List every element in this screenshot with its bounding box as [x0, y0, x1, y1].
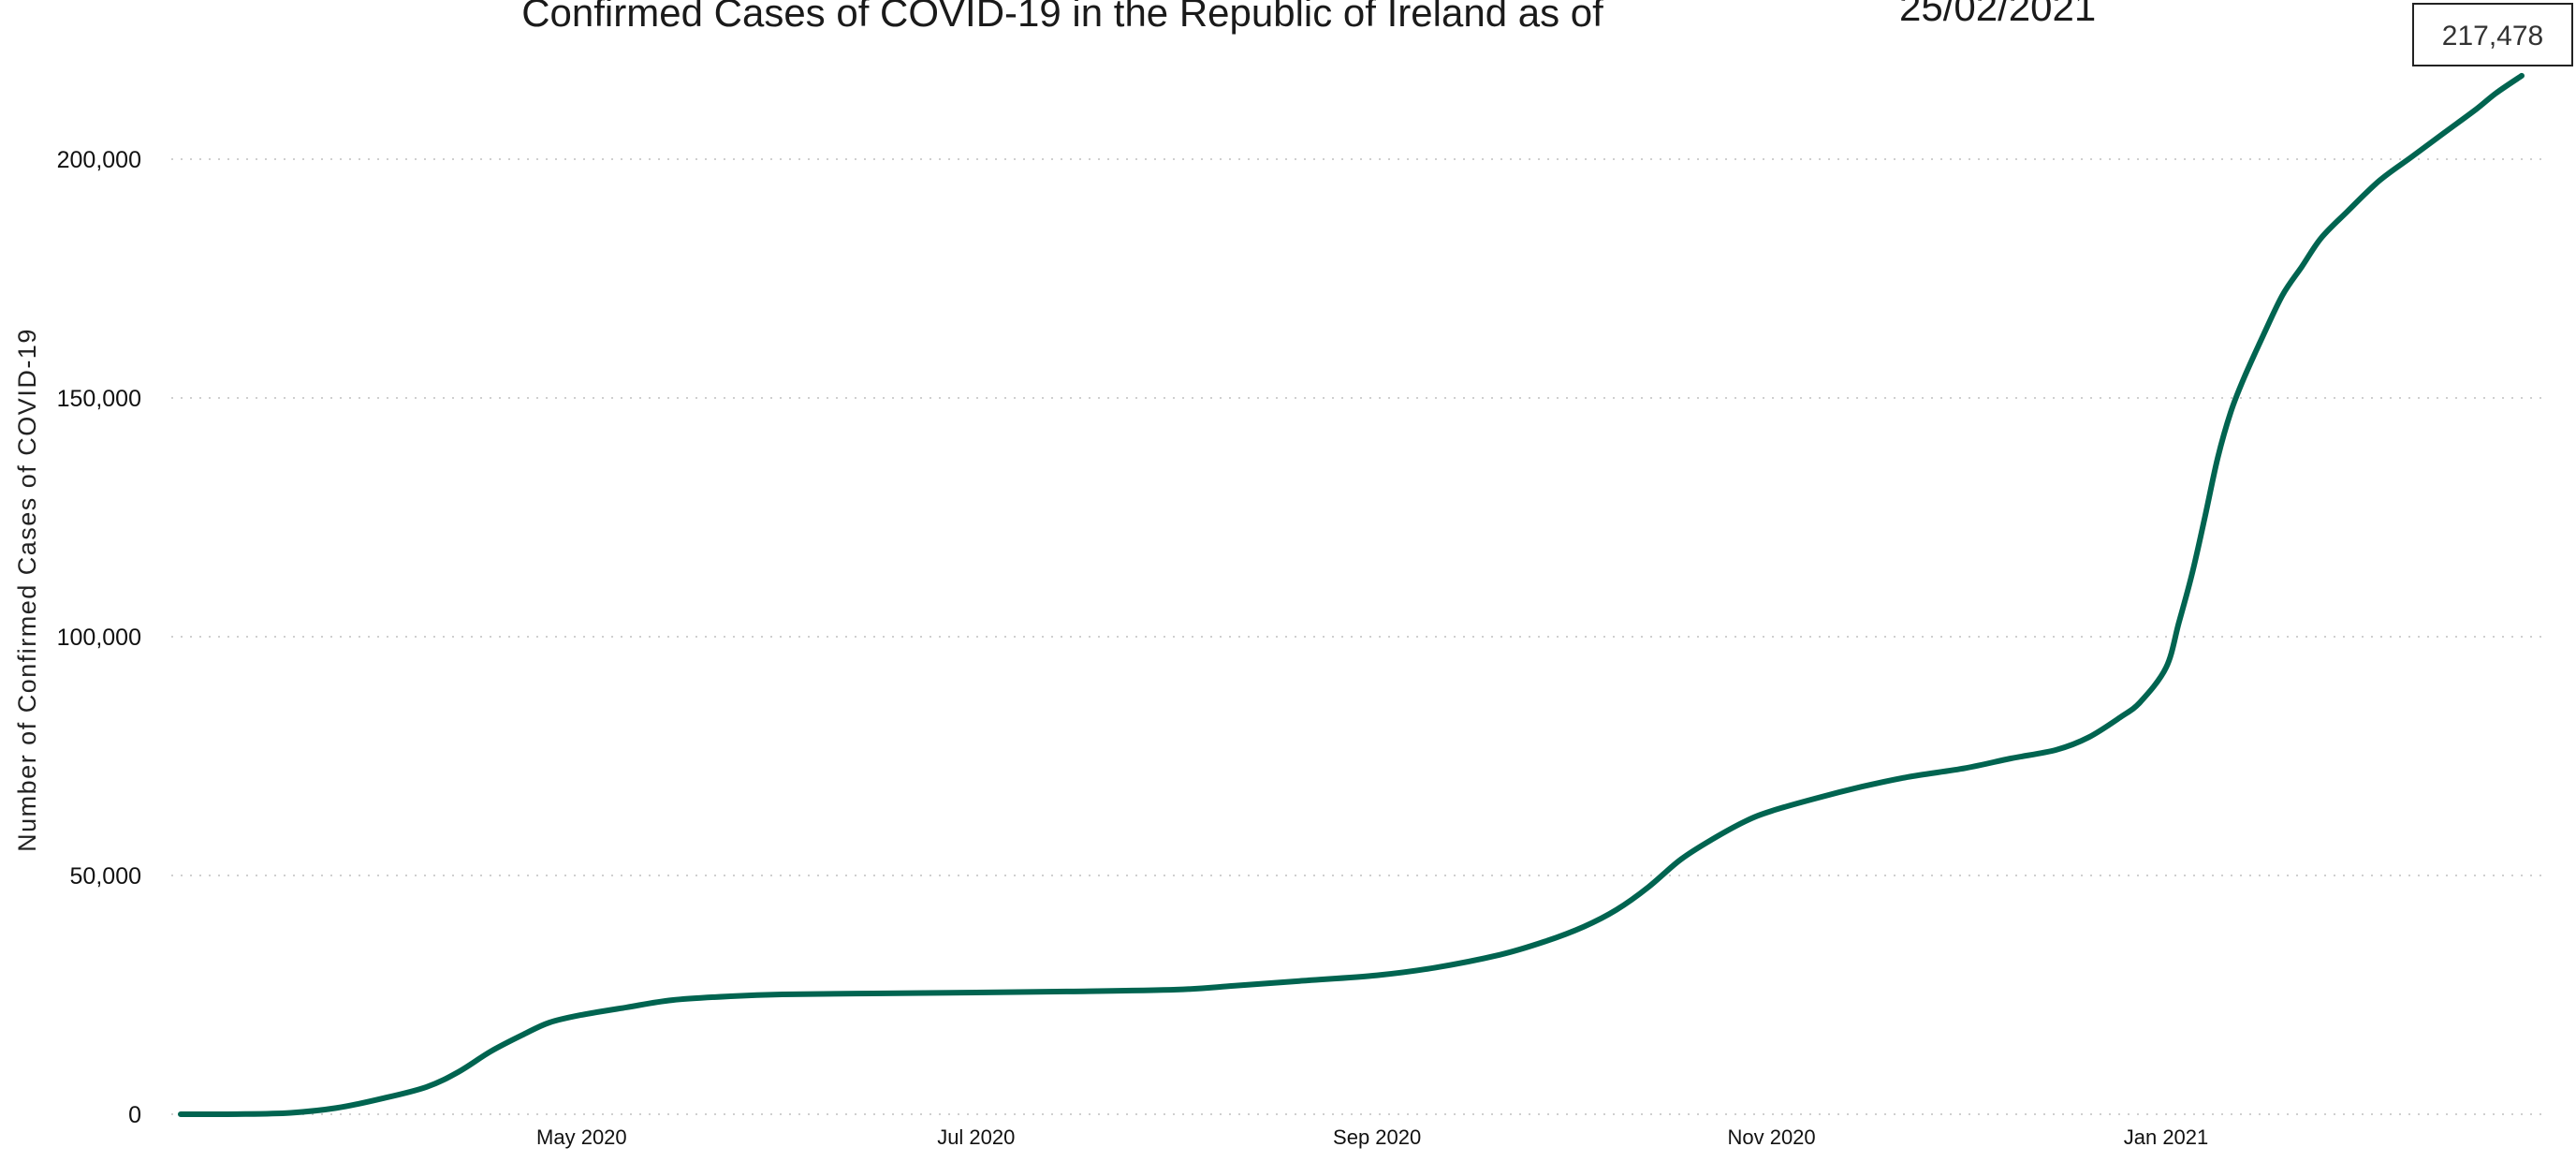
- x-tick-label: May 2020: [536, 1125, 627, 1149]
- y-tick-label: 50,000: [70, 863, 141, 890]
- callout-box: [2412, 3, 2573, 66]
- x-axis-ticks: May 2020 Jul 2020 Sep 2020 Nov 2020 Jan 2021: [536, 1125, 2208, 1149]
- x-tick-label: Jul 2020: [937, 1125, 1015, 1149]
- callout-label: 217,478: [2442, 21, 2543, 51]
- y-tick-label: 100,000: [57, 625, 141, 651]
- cases-series-line: [178, 72, 2525, 1118]
- x-tick-label: Jan 2021: [2124, 1125, 2209, 1149]
- chart-title-date: 25/02/2021: [1899, 0, 2096, 29]
- x-tick-label: Nov 2020: [1727, 1125, 1815, 1149]
- y-tick-label: 150,000: [57, 386, 141, 412]
- y-tick-label: 200,000: [57, 147, 141, 173]
- chart-title: Confirmed Cases of COVID-19 in the Repub…: [521, 0, 1603, 35]
- gridlines: [171, 158, 2548, 1115]
- y-tick-label: 0: [128, 1102, 141, 1128]
- latest-value-callout: 217,478: [2412, 3, 2573, 66]
- x-tick-label: Sep 2020: [1333, 1125, 1421, 1149]
- y-axis-label: Number of Confirmed Cases of COVID-19: [13, 328, 41, 852]
- y-axis-ticks: 0 50,000 100,000 150,000 200,000: [57, 147, 141, 1128]
- series-layer: [178, 72, 2525, 1118]
